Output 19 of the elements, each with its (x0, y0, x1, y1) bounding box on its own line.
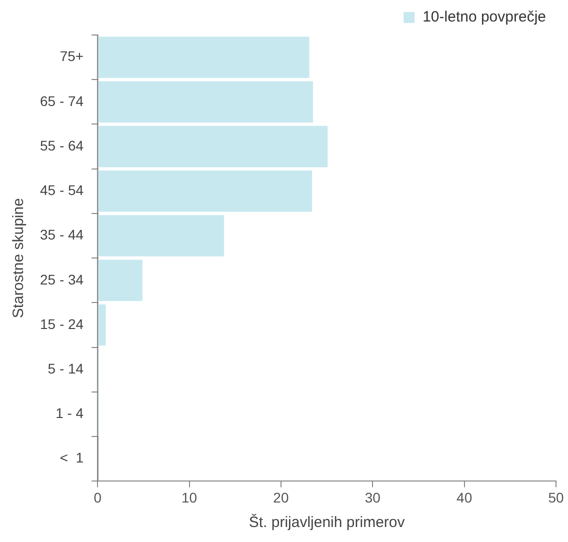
y-tick-label: < 1 (60, 450, 84, 466)
y-tick-label: 65 - 74 (40, 92, 84, 109)
y-tick-label: 15 - 24 (40, 316, 84, 332)
y-tick-label: 45 - 54 (40, 182, 84, 198)
y-tick-label: 25 - 34 (40, 271, 84, 288)
x-tick-label: 40 (456, 489, 472, 506)
x-tick-label: 10 (181, 489, 198, 506)
y-tick-label: 35 - 44 (40, 226, 84, 243)
y-tick-label: 55 - 64 (40, 137, 84, 154)
x-tick-label: 30 (364, 489, 381, 506)
y-tick-label: 1 - 4 (56, 405, 84, 422)
y-axis-title: Starostne skupine (10, 198, 28, 318)
legend-label: 10-letno povprečje (422, 8, 546, 26)
x-axis-title: Št. prijavljenih primerov (248, 513, 406, 532)
y-tick-label: 5 - 14 (48, 360, 84, 377)
x-tick-label: 20 (273, 489, 289, 506)
x-tick-label: 50 (548, 489, 564, 506)
y-tick-label: 75+ (60, 48, 84, 64)
x-tick-label: 0 (94, 489, 102, 506)
